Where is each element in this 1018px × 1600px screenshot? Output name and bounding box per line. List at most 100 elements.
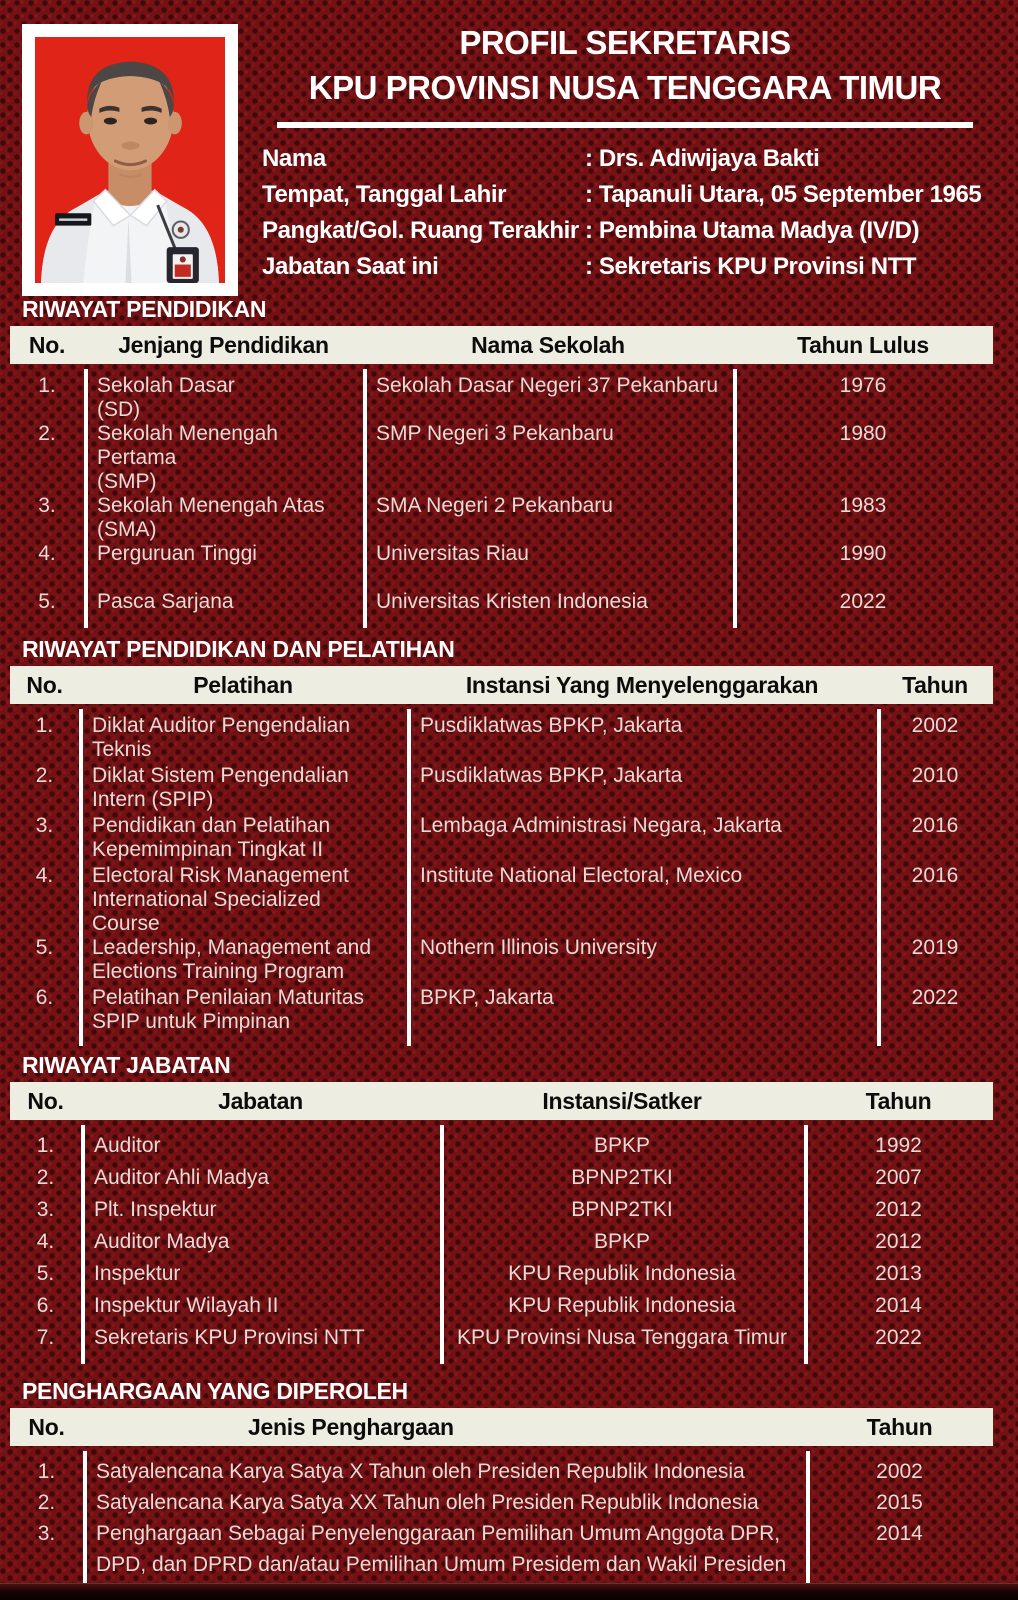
positions-table-header: No. Jabatan Instansi/Satker Tahun bbox=[10, 1082, 993, 1120]
positions-table: No. Jabatan Instansi/Satker Tahun 1. Aud… bbox=[10, 1082, 993, 1364]
row-number: 4. bbox=[38, 542, 56, 565]
table-row: 7. Sekretaris KPU Provinsi NTT KPU Provi… bbox=[10, 1322, 993, 1354]
row-number: 2. bbox=[37, 1491, 56, 1514]
education-level: Sekolah Dasar (SD) bbox=[97, 374, 235, 421]
column-separator bbox=[363, 369, 367, 628]
school-name: Universitas Kristen Indonesia bbox=[376, 590, 648, 613]
info-row-name: Nama : Drs. Adiwijaya Bakti bbox=[262, 141, 981, 177]
info-label: Jabatan Saat ini bbox=[262, 253, 439, 280]
award-year: 2002 bbox=[876, 1460, 923, 1483]
position-title: Auditor Ahli Madya bbox=[94, 1166, 270, 1189]
position-year: 2014 bbox=[875, 1294, 922, 1317]
training-table-header: No. Pelatihan Instansi Yang Menyelenggar… bbox=[10, 666, 993, 704]
column-separator bbox=[79, 709, 83, 1046]
info-value: : Tapanuli Utara, 05 September 1965 bbox=[585, 181, 982, 208]
training-organizer: Pusdiklatwas BPKP, Jakarta bbox=[420, 764, 683, 787]
row-number: 4. bbox=[35, 864, 54, 887]
school-name: Universitas Riau bbox=[376, 542, 529, 565]
education-level: Sekolah Menengah Pertama (SMP) bbox=[97, 422, 278, 493]
column-separator bbox=[83, 1451, 87, 1600]
table-row: 4. Electoral Risk Management Internation… bbox=[10, 864, 993, 936]
award-year: 2014 bbox=[876, 1522, 923, 1545]
table-row: 1. Sekolah Dasar (SD) Sekolah Dasar Nege… bbox=[10, 374, 993, 422]
row-number: 1. bbox=[35, 714, 54, 737]
column-header: Jabatan bbox=[218, 1087, 303, 1114]
column-header: No. bbox=[26, 671, 63, 698]
position-year: 2012 bbox=[875, 1230, 922, 1253]
table-row: 4. Perguruan Tinggi Universitas Riau 199… bbox=[10, 542, 993, 590]
info-label: Tempat, Tanggal Lahir bbox=[262, 181, 507, 208]
column-header: Tahun Lulus bbox=[797, 331, 929, 358]
section-heading-positions: RIWAYAT JABATAN bbox=[22, 1052, 231, 1078]
education-level: Sekolah Menengah Atas (SMA) bbox=[97, 494, 325, 541]
table-row: 2. Diklat Sistem Pengendalian Intern (SP… bbox=[10, 764, 993, 814]
column-separator bbox=[806, 1451, 810, 1600]
row-number: 5. bbox=[38, 590, 56, 613]
column-header: Tahun bbox=[865, 1087, 932, 1114]
column-separator bbox=[733, 369, 737, 628]
position-institution: BPNP2TKI bbox=[571, 1166, 673, 1189]
row-number: 2. bbox=[35, 764, 54, 787]
position-title: Auditor Madya bbox=[94, 1230, 230, 1253]
column-separator bbox=[81, 1125, 85, 1364]
school-name: Sekolah Dasar Negeri 37 Pekanbaru bbox=[376, 374, 719, 397]
row-number: 6. bbox=[36, 1294, 55, 1317]
training-name: Electoral Risk Management International … bbox=[92, 864, 349, 935]
column-separator bbox=[877, 709, 881, 1046]
education-table: No. Jenjang Pendidikan Nama Sekolah Tahu… bbox=[10, 326, 993, 628]
awards-table-body: 1. Satyalencana Karya Satya X Tahun oleh… bbox=[10, 1450, 993, 1600]
training-year: 2016 bbox=[911, 864, 959, 887]
position-year: 2022 bbox=[875, 1326, 922, 1349]
table-row: 4. Auditor Madya BPKP 2012 bbox=[10, 1226, 993, 1258]
graduation-year: 1983 bbox=[839, 494, 887, 517]
training-organizer: BPKP, Jakarta bbox=[420, 986, 554, 1009]
section-heading-training: RIWAYAT PENDIDIKAN DAN PELATIHAN bbox=[22, 636, 455, 662]
training-organizer: Pusdiklatwas BPKP, Jakarta bbox=[420, 714, 683, 737]
row-number: 3. bbox=[36, 1198, 55, 1221]
position-year: 2013 bbox=[875, 1262, 922, 1285]
portrait-illustration bbox=[35, 37, 225, 283]
training-organizer: Nothern Illinois University bbox=[420, 936, 657, 959]
column-header: No. bbox=[27, 1087, 64, 1114]
section-heading-awards: PENGHARGAAN YANG DIPEROLEH bbox=[22, 1378, 408, 1404]
graduation-year: 1980 bbox=[839, 422, 887, 445]
education-table-body: 1. Sekolah Dasar (SD) Sekolah Dasar Nege… bbox=[10, 368, 993, 628]
training-table-body: 1. Diklat Auditor Pengendalian Teknis Pu… bbox=[10, 708, 993, 1046]
education-level: Perguruan Tinggi bbox=[97, 542, 257, 565]
positions-table-body: 1. Auditor BPKP 1992 2. Auditor Ahli Mad… bbox=[10, 1124, 993, 1364]
graduation-year: 2022 bbox=[839, 590, 887, 613]
content: RIWAYAT PENDIDIKAN No. Jenjang Pendidika… bbox=[0, 296, 1018, 1600]
column-header: Nama Sekolah bbox=[471, 331, 625, 358]
table-row: 2. Satyalencana Karya Satya XX Tahun ole… bbox=[10, 1487, 993, 1518]
award-year: 2015 bbox=[876, 1491, 923, 1514]
table-row: 1. Auditor BPKP 1992 bbox=[10, 1130, 993, 1162]
row-number: 3. bbox=[35, 814, 54, 837]
position-institution: BPNP2TKI bbox=[571, 1198, 673, 1221]
education-table-header: No. Jenjang Pendidikan Nama Sekolah Tahu… bbox=[10, 326, 993, 364]
column-header: Instansi Yang Menyelenggarakan bbox=[465, 671, 819, 698]
column-header: No. bbox=[28, 331, 66, 358]
school-name: SMP Negeri 3 Pekanbaru bbox=[376, 422, 614, 445]
title-divider bbox=[277, 122, 973, 128]
row-number: 4. bbox=[36, 1230, 55, 1253]
position-title: Sekretaris KPU Provinsi NTT bbox=[94, 1326, 365, 1349]
column-header: Pelatihan bbox=[193, 671, 293, 698]
column-header: No. bbox=[28, 1413, 65, 1440]
official-photo bbox=[22, 24, 238, 296]
training-table: No. Pelatihan Instansi Yang Menyelenggar… bbox=[10, 666, 993, 1046]
position-year: 2007 bbox=[875, 1166, 922, 1189]
title-line-1: PROFIL SEKRETARIS bbox=[459, 24, 791, 61]
education-level: Pasca Sarjana bbox=[97, 590, 234, 613]
info-row-position: Jabatan Saat ini : Sekretaris KPU Provin… bbox=[262, 249, 981, 285]
position-institution: BPKP bbox=[593, 1134, 651, 1157]
row-number: 1. bbox=[36, 1134, 55, 1157]
table-row: 6. Inspektur Wilayah II KPU Republik Ind… bbox=[10, 1290, 993, 1322]
training-name: Pelatihan Penilaian Maturitas SPIP untuk… bbox=[92, 986, 364, 1033]
table-row: 2. Sekolah Menengah Pertama (SMP) SMP Ne… bbox=[10, 422, 993, 494]
info-row-birth: Tempat, Tanggal Lahir : Tapanuli Utara, … bbox=[262, 177, 982, 213]
position-institution: BPKP bbox=[593, 1230, 651, 1253]
section-heading-education: RIWAYAT PENDIDIKAN bbox=[22, 296, 267, 322]
position-title: Auditor bbox=[94, 1134, 161, 1157]
table-row: 3. Plt. Inspektur BPNP2TKI 2012 bbox=[10, 1194, 993, 1226]
